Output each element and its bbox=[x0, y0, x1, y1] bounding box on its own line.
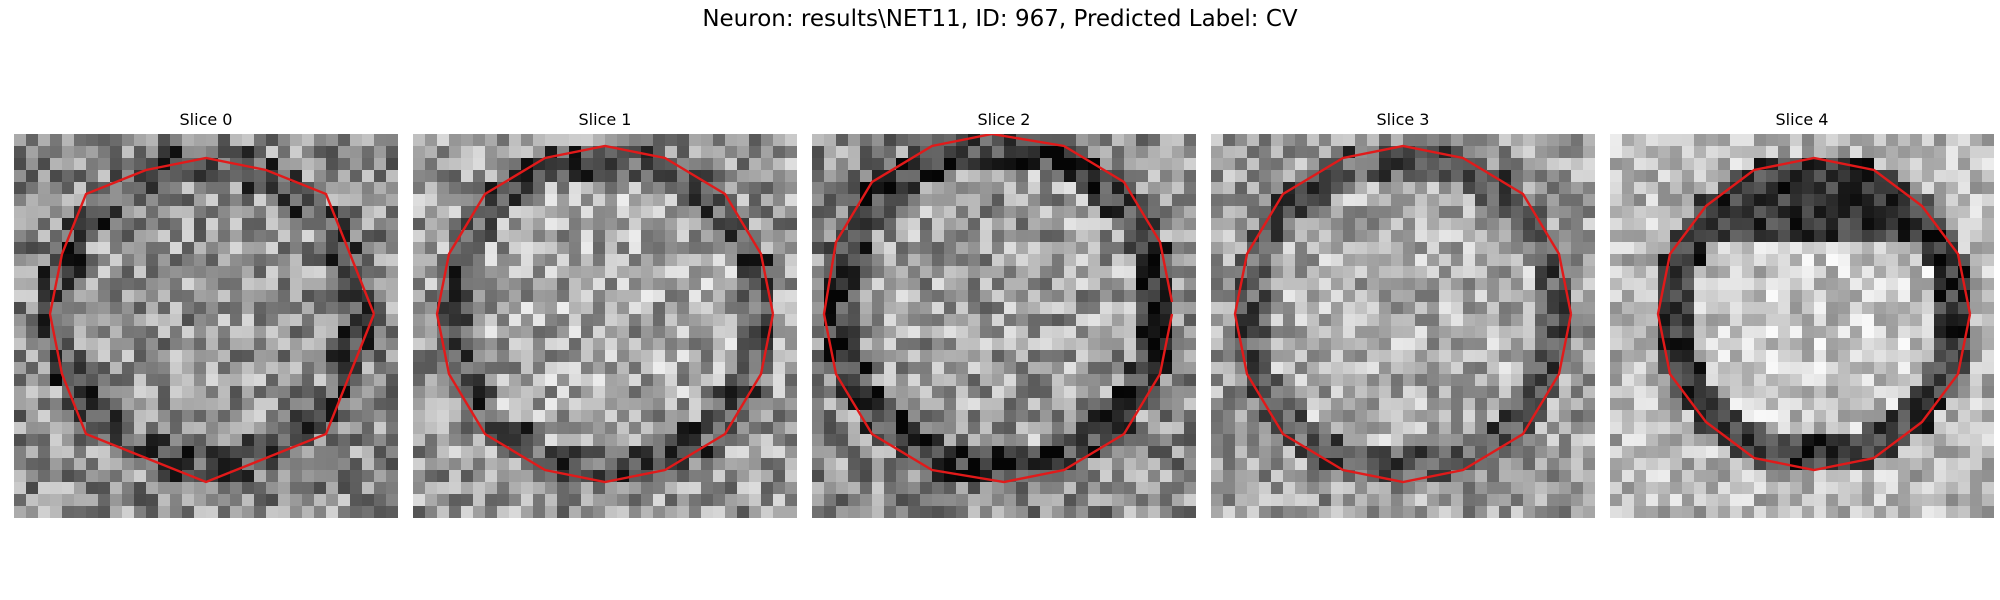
slice-title-1: Slice 1 bbox=[578, 110, 632, 129]
segmentation-contour bbox=[1233, 144, 1573, 484]
segmentation-contour bbox=[1656, 156, 1972, 472]
slice-image-0 bbox=[14, 134, 398, 518]
segmentation-contour bbox=[48, 156, 376, 484]
slice-title-2: Slice 2 bbox=[977, 110, 1031, 129]
slice-title-4: Slice 4 bbox=[1775, 110, 1829, 129]
slice-panel-2: Slice 2 bbox=[812, 108, 1196, 518]
slice-title-3: Slice 3 bbox=[1376, 110, 1430, 129]
slice-panel-4: Slice 4 bbox=[1610, 108, 1994, 518]
segmentation-contour bbox=[435, 144, 775, 484]
slice-panel-0: Slice 0 bbox=[14, 108, 398, 518]
slice-image-3 bbox=[1211, 134, 1595, 518]
slice-panel-1: Slice 1 bbox=[413, 108, 797, 518]
slice-title-0: Slice 0 bbox=[179, 110, 233, 129]
figure-title: Neuron: results\NET11, ID: 967, Predicte… bbox=[702, 6, 1298, 32]
slice-panel-3: Slice 3 bbox=[1211, 108, 1595, 518]
segmentation-contour bbox=[822, 134, 1174, 484]
slice-image-2 bbox=[812, 134, 1196, 518]
slice-image-1 bbox=[413, 134, 797, 518]
slice-image-4 bbox=[1610, 134, 1994, 518]
